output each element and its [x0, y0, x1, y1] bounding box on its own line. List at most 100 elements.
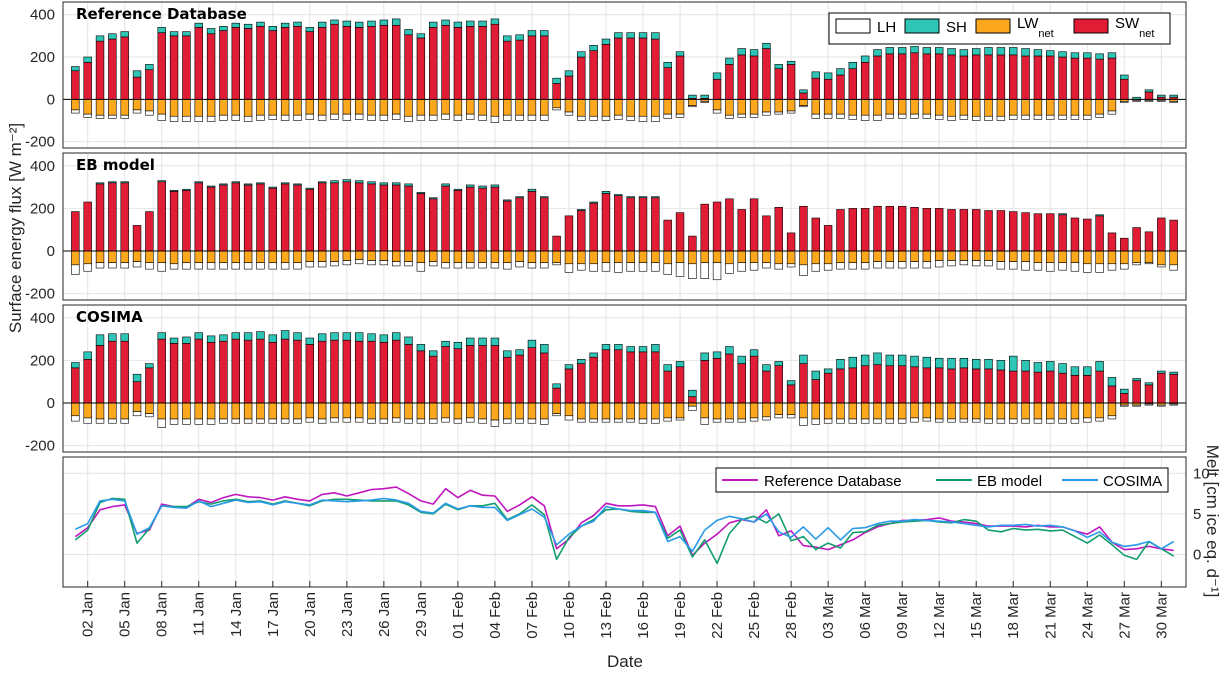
bar-lh-21 — [317, 261, 327, 268]
bar-lh-54 — [725, 263, 734, 274]
bar-lw-15 — [243, 250, 253, 264]
bar-sw-68 — [897, 365, 907, 404]
bar-lh-52 — [700, 417, 709, 425]
bar-lh-10 — [182, 262, 191, 270]
bar-lh-37 — [515, 418, 524, 424]
bar-lh-13 — [219, 114, 228, 121]
bar-sh-50 — [675, 361, 685, 368]
x-tick-label: 29 Jan — [413, 592, 430, 637]
bar-lh-62 — [823, 113, 833, 119]
bar-lw-65 — [860, 99, 870, 116]
bar-sh-48 — [651, 196, 660, 199]
bar-sw-60 — [799, 363, 808, 404]
bar-lw-31 — [441, 250, 450, 264]
bar-sw-2 — [83, 201, 92, 252]
bar-sw-57 — [762, 215, 771, 252]
bar-lh-8 — [157, 113, 166, 121]
x-tick-label: 12 Mar — [931, 592, 948, 639]
bar-lh-25 — [367, 114, 376, 121]
bar-sw-67 — [885, 365, 895, 404]
bar-lw-36 — [503, 250, 512, 264]
bar-lw-10 — [182, 250, 191, 264]
bar-lh-13 — [219, 418, 228, 424]
bar-sh-79 — [1033, 49, 1043, 57]
bar-lh-84 — [1095, 113, 1104, 118]
panels: -200 0 200 400 Reference Database -200 0 200 400… — [25, 1, 1210, 639]
bar-lh-86 — [1120, 404, 1129, 407]
bar-sw-50 — [675, 366, 685, 404]
bar-lw-12 — [206, 250, 216, 264]
bar-sw-90 — [1169, 373, 1178, 404]
bar-lw-83 — [1083, 402, 1092, 419]
bar-sw-32 — [453, 27, 463, 100]
bar-lh-76 — [996, 418, 1006, 424]
bar-lh-72 — [947, 418, 956, 423]
bar-sw-29 — [416, 37, 426, 100]
bar-lh-27 — [391, 113, 401, 120]
bar-lw-40 — [552, 402, 561, 414]
bar-sh-36 — [503, 199, 512, 202]
bar-sw-1 — [71, 367, 80, 404]
bar-lw-28 — [404, 99, 413, 117]
x-tick-label: 19 Feb — [672, 592, 689, 639]
bar-lh-62 — [823, 263, 833, 271]
bar-lw-60 — [799, 99, 808, 106]
bar-lw-68 — [897, 250, 907, 262]
bar-sh-1 — [71, 362, 80, 369]
bar-sh-10 — [182, 188, 191, 191]
bar-lh-80 — [1046, 114, 1055, 120]
bar-sw-73 — [959, 55, 969, 100]
bar-lw-47 — [638, 402, 648, 420]
bar-sw-18 — [280, 27, 290, 100]
bar-lh-34 — [478, 262, 487, 269]
bar-lw-14 — [231, 99, 240, 116]
x-tick-label: 27 Mar — [1116, 592, 1133, 639]
bar-sw-66 — [873, 205, 882, 252]
bar-lh-66 — [873, 261, 882, 269]
x-tick-label: 02 Jan — [80, 592, 97, 637]
bar-sh-66 — [873, 352, 882, 365]
bar-lw-81 — [1058, 250, 1067, 264]
bar-sw-77 — [1009, 54, 1018, 100]
bar-sh-31 — [441, 183, 450, 187]
bar-lw-11 — [194, 99, 203, 117]
bar-sw-20 — [305, 344, 315, 404]
bar-lw-9 — [169, 99, 179, 117]
bar-sh-80 — [1046, 361, 1055, 372]
bar-sh-81 — [1058, 213, 1067, 216]
bar-lh-40 — [552, 107, 561, 111]
bar-sw-47 — [638, 351, 648, 404]
bar-lh-81 — [1058, 262, 1067, 271]
bar-lh-30 — [429, 114, 438, 121]
y-tick-label: 0 — [47, 91, 55, 108]
bar-sw-1 — [71, 70, 80, 100]
bar-lw-40 — [552, 99, 561, 109]
bar-lh-85 — [1107, 415, 1117, 420]
bar-sw-72 — [947, 209, 956, 252]
bar-sh-16 — [256, 182, 265, 185]
bar-sw-58 — [774, 68, 783, 100]
bar-lw-20 — [305, 402, 315, 419]
bar-sh-70 — [922, 356, 932, 369]
bar-sw-50 — [675, 212, 685, 252]
y-tick-label: 0 — [47, 243, 55, 260]
bar-sw-47 — [638, 197, 648, 252]
bar-sw-36 — [503, 40, 512, 100]
legend-label-ref: Reference Database — [764, 473, 902, 490]
bar-lh-29 — [416, 418, 426, 424]
bar-lw-30 — [429, 99, 438, 116]
bar-lw-15 — [243, 402, 253, 420]
bar-sh-81 — [1058, 363, 1067, 374]
bar-lw-54 — [725, 250, 734, 265]
x-tick-labels: 02 Jan 05 Jan 08 Jan 11 Jan 14 Jan 17 Jan 20 J… — [80, 581, 1170, 639]
bar-sh-39 — [540, 344, 549, 354]
bar-sh-20 — [305, 187, 315, 190]
bar-sh-13 — [219, 183, 228, 186]
bar-lh-70 — [922, 113, 932, 119]
legend-label-eb: EB model — [977, 473, 1042, 490]
bar-lh-23 — [342, 113, 352, 121]
bar-sh-5 — [120, 181, 129, 184]
bar-sw-22 — [330, 182, 339, 252]
bar-sw-8 — [157, 338, 166, 404]
bar-lw-19 — [293, 402, 302, 420]
